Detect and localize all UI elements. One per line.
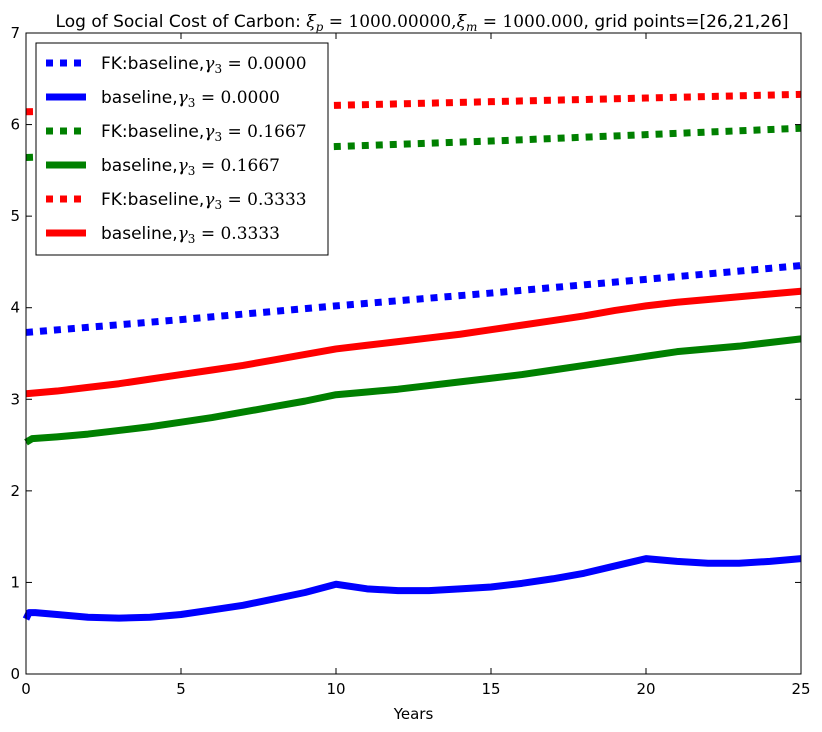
series-line-5	[25, 287, 802, 398]
legend-prefix-0: FK:baseline,	[101, 54, 204, 74]
legend-gamma-symbol-2: γ	[204, 122, 215, 142]
chart-title: Log of Social Cost of Carbon: ξp = 1000.…	[56, 12, 789, 34]
xi-p-value: 1000.00000	[348, 12, 451, 32]
legend-gamma-value-4: 0.3333	[247, 190, 306, 210]
legend-label-2: FK:baseline,γ3 = 0.1667	[101, 122, 307, 144]
legend-gamma-symbol-5: γ	[178, 224, 189, 244]
legend-label-3: baseline,γ3 = 0.1667	[101, 156, 280, 178]
x-tick-label-3: 15	[481, 680, 500, 698]
legend-gamma-value-1: 0.0000	[220, 88, 279, 108]
legend-label-1: baseline,γ3 = 0.0000	[101, 88, 280, 110]
legend-gamma-subscript-5: 3	[188, 232, 196, 246]
legend-label-5: baseline,γ3 = 0.3333	[101, 224, 280, 246]
xi-p-equals: =	[323, 12, 348, 32]
y-tick-label-5: 5	[10, 207, 20, 225]
xi-p-subscript: p	[316, 20, 324, 34]
x-tick-label-4: 20	[636, 680, 655, 698]
legend-label-4: FK:baseline,γ3 = 0.3333	[101, 190, 307, 212]
legend-equals-4: =	[222, 190, 247, 210]
legend-label-0: FK:baseline,γ3 = 0.0000	[101, 54, 307, 76]
xi-m-equals: =	[477, 12, 502, 32]
legend-prefix-1: baseline,	[101, 88, 178, 108]
y-tick-label-3: 3	[10, 390, 20, 408]
legend-prefix-2: FK:baseline,	[101, 122, 204, 142]
legend-prefix-4: FK:baseline,	[101, 190, 204, 210]
legend-gamma-symbol-4: γ	[204, 190, 215, 210]
legend-prefix-3: baseline,	[101, 156, 178, 176]
legend-gamma-value-2: 0.1667	[247, 122, 306, 142]
legend-prefix-5: baseline,	[101, 224, 178, 244]
x-axis-title: Years	[393, 705, 434, 723]
legend-gamma-subscript-2: 3	[214, 130, 222, 144]
x-tick-label-2: 10	[326, 680, 345, 698]
legend-gamma-symbol-3: γ	[178, 156, 189, 176]
x-tick-label-0: 0	[21, 680, 31, 698]
legend-box	[35, 42, 329, 256]
legend-gamma-value-3: 0.1667	[220, 156, 279, 176]
y-tick-label-1: 1	[10, 573, 20, 591]
legend-equals-3: =	[195, 156, 220, 176]
chart-title-suffix: , grid points=[26,21,26]	[584, 12, 789, 32]
legend-equals-5: =	[195, 224, 220, 244]
xi-m-value: 1000.000	[502, 12, 583, 32]
legend-gamma-subscript-4: 3	[214, 198, 222, 212]
xi-p-symbol: ξ	[306, 12, 317, 32]
plot-frame	[25, 32, 802, 675]
title-comma: ,	[451, 12, 456, 32]
legend-equals-2: =	[222, 122, 247, 142]
y-tick-label-4: 4	[10, 299, 20, 317]
legend-gamma-symbol-0: γ	[204, 54, 215, 74]
legend-gamma-value-5: 0.3333	[220, 224, 279, 244]
legend-gamma-symbol-1: γ	[178, 88, 189, 108]
y-tick-label-7: 7	[10, 24, 20, 42]
xi-m-subscript: m	[466, 20, 477, 34]
y-tick-label-0: 0	[10, 665, 20, 683]
xi-m-symbol: ξ	[457, 12, 468, 32]
x-tick-label-5: 25	[791, 680, 810, 698]
legend-gamma-subscript-3: 3	[188, 164, 196, 178]
legend-gamma-subscript-0: 3	[214, 62, 222, 76]
legend-gamma-value-0: 0.0000	[247, 54, 306, 74]
series-line-1	[22, 555, 802, 622]
legend-equals-1: =	[195, 88, 220, 108]
y-tick-label-2: 2	[10, 482, 20, 500]
chart-title-prefix: Log of Social Cost of Carbon:	[56, 12, 307, 32]
series-line-3	[24, 335, 802, 446]
x-tick-label-1: 5	[176, 680, 186, 698]
legend-equals-0: =	[222, 54, 247, 74]
y-tick-label-6: 6	[10, 116, 20, 134]
legend-gamma-subscript-1: 3	[188, 96, 196, 110]
series-line-0	[25, 262, 802, 336]
axis-ticks: 0 5 10 15 20 25 0 1 2 3 4 5 6 7	[10, 24, 810, 698]
